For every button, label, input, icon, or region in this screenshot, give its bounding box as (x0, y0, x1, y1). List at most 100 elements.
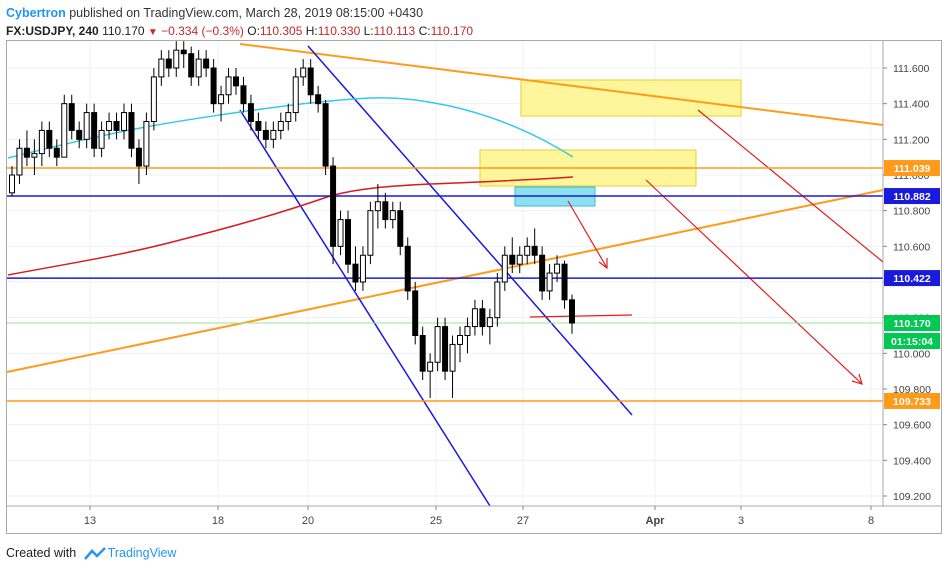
price-label: 110.422 (884, 270, 940, 287)
orange-trendline-upper[interactable] (239, 43, 884, 126)
orange-trendline-lower[interactable] (6, 189, 884, 373)
candle (188, 46, 195, 86)
projection-arrows[interactable] (529, 109, 884, 385)
candle-body (569, 299, 575, 324)
candle (292, 68, 299, 122)
candle-body (382, 201, 389, 221)
candle (38, 121, 45, 167)
x-tick-label: 3 (738, 515, 744, 527)
last-price: 110.170 (102, 24, 145, 38)
red-arrow-1 (567, 200, 608, 269)
red-support-mark (529, 314, 633, 318)
candle (16, 139, 23, 184)
candle (262, 121, 269, 149)
candle-body (270, 129, 277, 140)
x-tick-label: 13 (84, 515, 96, 527)
tradingview-logo-icon (83, 546, 106, 560)
close-label: C: (418, 24, 431, 38)
candle (285, 103, 292, 131)
candle (53, 139, 60, 167)
publish-info: Cybertron published on TradingView.com, … (6, 6, 423, 20)
candle (457, 326, 463, 363)
candle (158, 50, 165, 86)
candle (31, 139, 38, 175)
candle-body (38, 129, 45, 155)
candle-body (539, 254, 546, 292)
candle (307, 59, 314, 104)
time-axis[interactable]: 13 18 20 25 27 Apr 3 8 (7, 505, 941, 527)
y-tick-label: 109.400 (893, 455, 931, 467)
candle-body (128, 112, 135, 149)
candle (404, 237, 411, 300)
resistance-zone-upper[interactable] (520, 79, 742, 117)
candle-body (419, 335, 426, 372)
high-label: H: (305, 24, 318, 38)
candle (427, 353, 434, 398)
candle-body (330, 165, 337, 247)
candle (471, 299, 478, 336)
candle-body (195, 58, 202, 78)
price-label-text: 110.422 (893, 273, 931, 285)
candle (143, 112, 150, 175)
candle-body (292, 76, 299, 114)
x-tick-label: 18 (212, 515, 224, 527)
candle-body (307, 67, 314, 96)
candle-body (23, 147, 30, 158)
y-tick-label: 111.600 (893, 63, 930, 75)
candle (240, 76, 247, 113)
candle (419, 326, 426, 381)
candle (322, 100, 329, 175)
candle (442, 317, 449, 381)
candle-body (442, 326, 449, 372)
candle (330, 157, 337, 265)
y-tick-label: 110.000 (893, 348, 930, 360)
candle-body (494, 281, 501, 319)
candle (277, 112, 284, 140)
candle-body (457, 335, 463, 345)
created-with-text: Created with (6, 546, 77, 560)
candle (315, 85, 322, 113)
blue-channel-upper[interactable] (307, 45, 633, 416)
candle (561, 260, 568, 309)
price-change: −0.334 (−0.3%) (161, 24, 244, 38)
x-tick-label: Apr (646, 515, 666, 527)
open-value: 110.305 (259, 24, 303, 38)
price-label: 109.733 (884, 392, 940, 409)
candle (128, 103, 135, 158)
candle (524, 237, 531, 265)
close-value: 110.170 (430, 24, 474, 38)
candle (233, 68, 239, 95)
price-label: 110.170 (884, 315, 940, 332)
price-label-bg (884, 392, 940, 409)
candle-body (434, 326, 441, 363)
symbol-label: FX:USDJPY, 240 (6, 24, 99, 38)
candle-body (561, 263, 568, 301)
price-label-text: 110.882 (893, 191, 931, 203)
price-label-bg (884, 315, 940, 332)
candle (195, 50, 202, 86)
candle-body (546, 272, 553, 292)
candle (569, 294, 575, 334)
candle (359, 246, 366, 291)
x-tick-label: 27 (517, 515, 529, 527)
candle (412, 282, 419, 345)
candle-body (486, 317, 493, 328)
candle-body (180, 49, 187, 55)
candle-body (359, 254, 366, 283)
candle-body (158, 58, 165, 78)
candle-body (322, 103, 329, 167)
candle-body (188, 53, 195, 78)
candle (83, 103, 90, 149)
tradingview-brand[interactable]: TradingView (107, 546, 177, 560)
x-tick-label: 8 (868, 515, 874, 527)
price-label-text: 111.039 (894, 163, 931, 175)
blue-channel-lower[interactable] (239, 109, 491, 507)
candle-body (262, 129, 269, 140)
candle (554, 255, 561, 282)
drawings-layer[interactable] (6, 43, 884, 507)
candle-body (516, 254, 523, 265)
author-name[interactable]: Cybertron (6, 6, 66, 20)
candle-body (531, 245, 538, 256)
red-arrow-2 (645, 179, 863, 385)
